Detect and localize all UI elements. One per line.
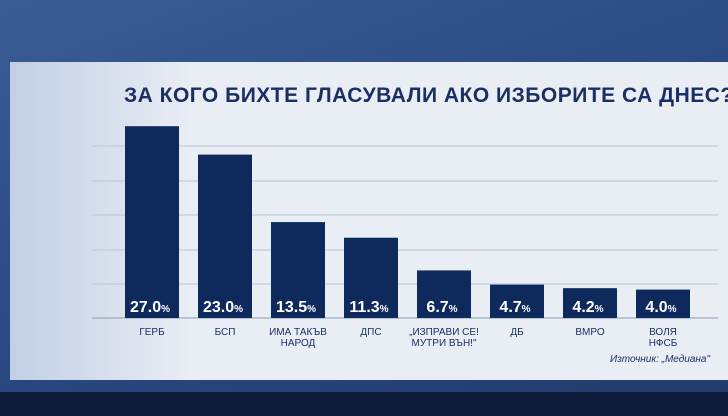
category-label-0-0: ГЕРБ [139, 327, 165, 338]
category-label-7-0: ВОЛЯ [649, 327, 677, 338]
category-label-4-1: МУТРИ ВЪН!" [412, 338, 477, 349]
chart-title: ЗА КОГО БИХТЕ ГЛАСУВАЛИ АКО ИЗБОРИТЕ СА … [124, 84, 728, 107]
value-label-5: 4.7% [499, 299, 530, 316]
value-label-7: 4.0% [645, 299, 676, 316]
category-label-4-0: „ИЗПРАВИ СЕ! [409, 327, 479, 338]
category-label-6-0: ВМРО [575, 327, 604, 338]
bottom-bar [0, 392, 728, 416]
value-label-0: 27.0% [130, 299, 170, 316]
bar-3 [344, 237, 398, 318]
category-label-2-0: ИМА ТАКЪВ [269, 327, 327, 338]
value-label-2: 13.5% [276, 299, 316, 316]
bar-2 [271, 222, 325, 318]
category-label-7-1: НФСБ [649, 338, 678, 349]
bar-6 [563, 288, 617, 318]
category-label-1-0: БСП [215, 327, 236, 338]
value-label-6: 4.2% [572, 299, 603, 316]
value-label-3: 11.3% [349, 299, 388, 316]
category-label-3-0: ДПС [360, 327, 381, 338]
category-label-5-0: ДБ [510, 327, 524, 338]
bar-0 [125, 126, 179, 318]
bar-4 [417, 270, 471, 318]
bar-1 [198, 154, 252, 318]
source-label: Източник: „Медиана" [610, 354, 711, 365]
value-label-4: 6.7% [426, 299, 457, 316]
value-label-1: 23.0% [203, 299, 243, 316]
bar-7 [636, 289, 690, 318]
category-label-2-1: НАРОД [281, 338, 316, 349]
bar-5 [490, 284, 544, 318]
